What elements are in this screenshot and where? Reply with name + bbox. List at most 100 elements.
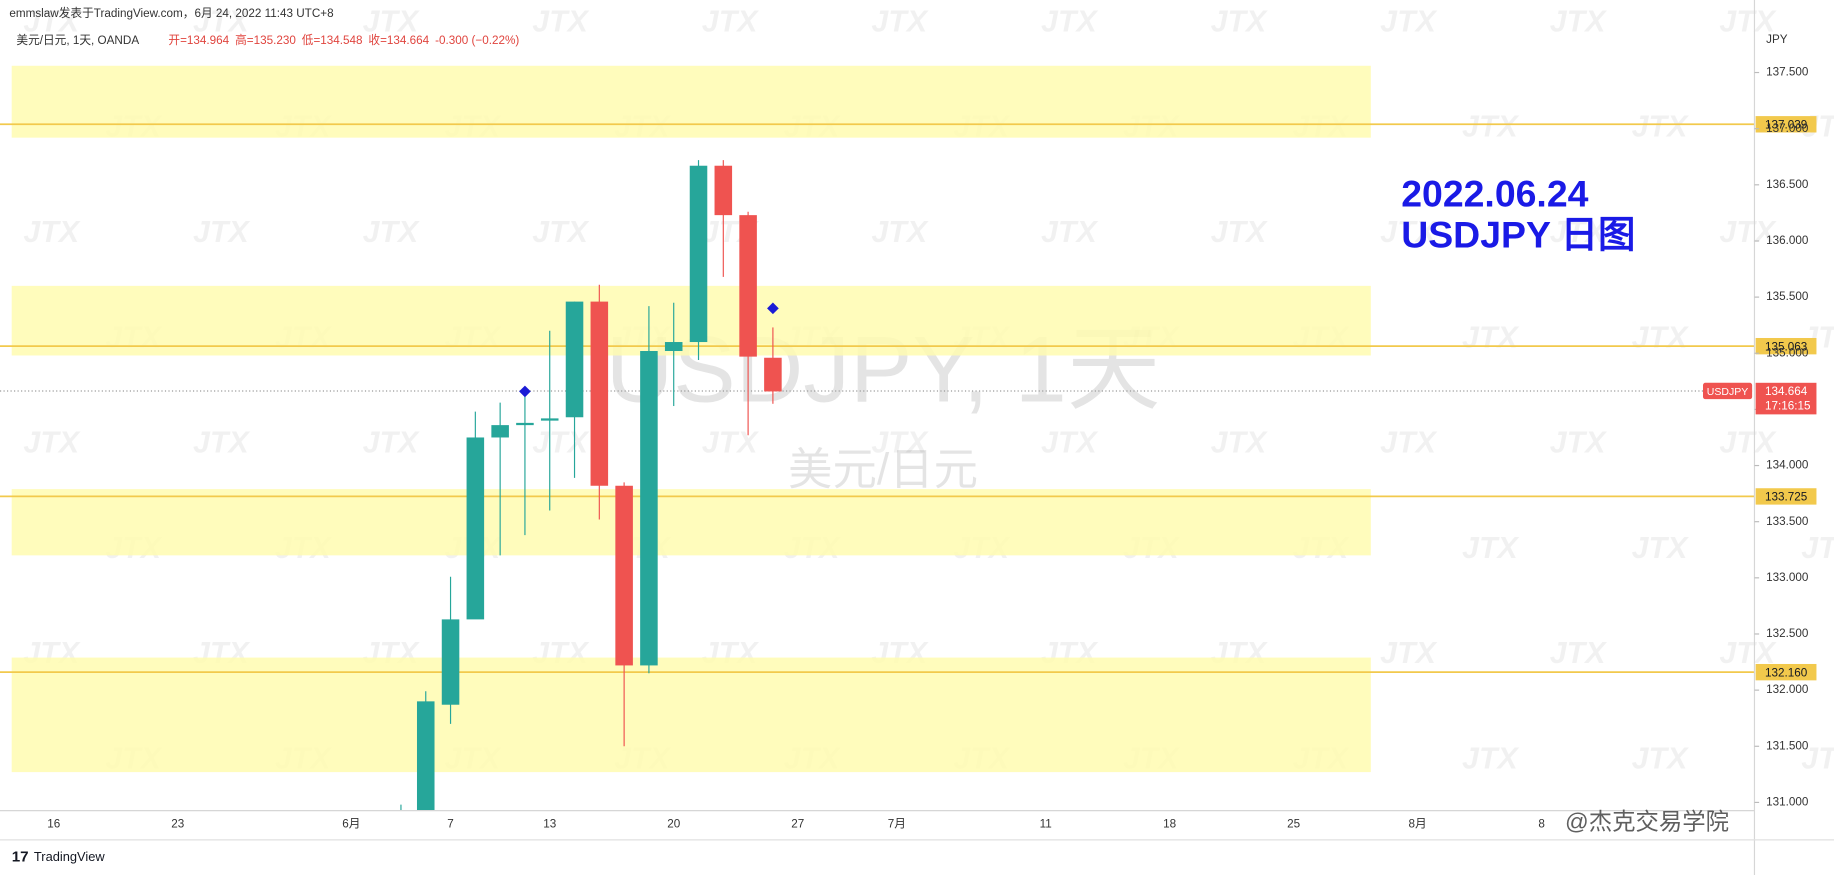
logo-watermark: JTX [1550,215,1607,249]
x-tick-label: 8 [1538,818,1545,831]
logo-watermark: JTX [1632,110,1689,144]
axes: 137.039 135.063 133.725 132.160 131.000 131.5… [47,66,1817,831]
logo-watermark: JTX [363,426,420,460]
logo-watermark: JTX [193,215,250,249]
logo-watermark: JTX [1041,4,1098,38]
logo-watermark: JTX [1719,426,1776,460]
ohlc-open: 开=134.964 [168,34,229,47]
y-tick-label: 137.500 [1766,66,1809,79]
candle-body [441,619,460,705]
x-tick-label: 18 [1163,818,1176,831]
logo-watermark: JTX [532,4,589,38]
level-label: 132.160 [1765,666,1808,679]
last-price-tag [1755,382,1817,415]
x-tick-label: 16 [47,818,60,831]
ohlc-high: 高=135.230 [235,33,296,47]
candle-body [590,301,609,486]
ohlc-low: 低=134.548 [302,34,363,47]
tv-logo: TradingView [34,849,105,864]
y-tick-label: 134.000 [1766,459,1809,472]
logo-watermark: JTX [363,4,420,38]
y-tick-label: 136.000 [1766,234,1809,247]
y-tick-label: 133.000 [1766,571,1809,584]
y-tick-label: 131.500 [1766,739,1809,752]
logo-watermark: JTX [23,215,80,249]
x-tick-label: 23 [171,818,184,831]
last-price-symbol: USDJPY [1707,386,1749,398]
x-tick-label: 25 [1287,818,1301,831]
logo-watermark: JTX [1550,426,1607,460]
footer-watermark: @杰克交易学院 [1565,809,1729,835]
level-label: 135.063 [1765,340,1807,353]
symbol-line: 美元/日元, 1天, OANDA [16,33,139,47]
level-label: 133.725 [1765,491,1808,504]
logo-watermark: JTX [1380,4,1437,38]
signal-marker [519,385,531,398]
logo-watermark: JTX [1211,426,1268,460]
candle-body [491,425,509,438]
support-zone [11,489,1371,556]
logo-watermark: JTX [1380,636,1437,670]
candle-body [615,485,633,666]
logo-watermark: JTX [1380,215,1437,249]
logo-watermark: JTX [1462,741,1519,775]
y-unit: JPY [1766,33,1788,46]
logo-watermark: JTX [532,215,589,249]
marks [0,160,1755,875]
y-tick-label: 137.000 [1766,122,1809,135]
y-tick-label: 136.500 [1766,178,1809,191]
logo-watermark: JTX [702,4,759,38]
logo-watermark: JTX [1041,215,1098,249]
logo-watermark: JTX [1380,426,1437,460]
candle-body [764,357,782,392]
candle-body [664,342,683,352]
logo-watermark: JTX [193,4,250,38]
x-tick-label: 7月 [888,818,906,831]
candle-body [416,701,435,811]
logo-watermark: JTX [1632,320,1689,354]
candle-body [392,816,410,875]
logo-watermark: JTX [1041,426,1098,460]
y-tick-label: 132.500 [1766,627,1809,640]
logo-watermark: JTX [1801,741,1834,775]
support-zone [11,65,1371,138]
y-tick-label: 131.000 [1766,796,1809,809]
signal-marker [767,302,779,315]
annotation-title: USDJPY 日图 [1401,213,1635,255]
symbol-watermark-sub: 美元/日元 [788,445,978,494]
level-tag [1755,663,1817,681]
logo-watermark: JTX [871,215,928,249]
y-tick-label: 133.500 [1766,515,1809,528]
ohlc-close: 收=134.664 [368,33,429,47]
logo-watermark: JTX [1550,636,1607,670]
candle-body [640,351,658,666]
candle-body [466,437,485,620]
candle-body [689,165,708,343]
last-price-label: 134.664 [1765,385,1808,398]
logo-watermark: JTX [1211,215,1268,249]
candle-body [540,418,559,421]
logo-watermark: JTX [1211,4,1268,38]
logo-watermark: JTX [1462,531,1519,565]
level-label: 137.039 [1765,119,1807,132]
y-tick-label: 132.000 [1766,683,1809,696]
x-tick-label: 8月 [1409,818,1427,831]
x-tick-label: 11 [1040,818,1052,831]
candle-body [714,165,733,216]
y-tick-label: 135.500 [1766,290,1809,303]
candle-body [739,215,757,357]
level-tag [1755,116,1817,133]
logo-watermark: JTX [23,426,80,460]
x-tick-label: 20 [667,818,681,831]
logo-watermark: JTX [363,215,420,249]
logo-watermark: JTX [1632,531,1689,565]
level-tag [1755,488,1817,505]
level-tag [1755,337,1817,355]
tv-logo-mark: 17 [12,848,29,865]
logo-watermark: JTX [1462,320,1519,354]
candle-body [565,301,584,418]
x-tick-label: 27 [791,818,804,831]
support-zone [11,657,1371,773]
